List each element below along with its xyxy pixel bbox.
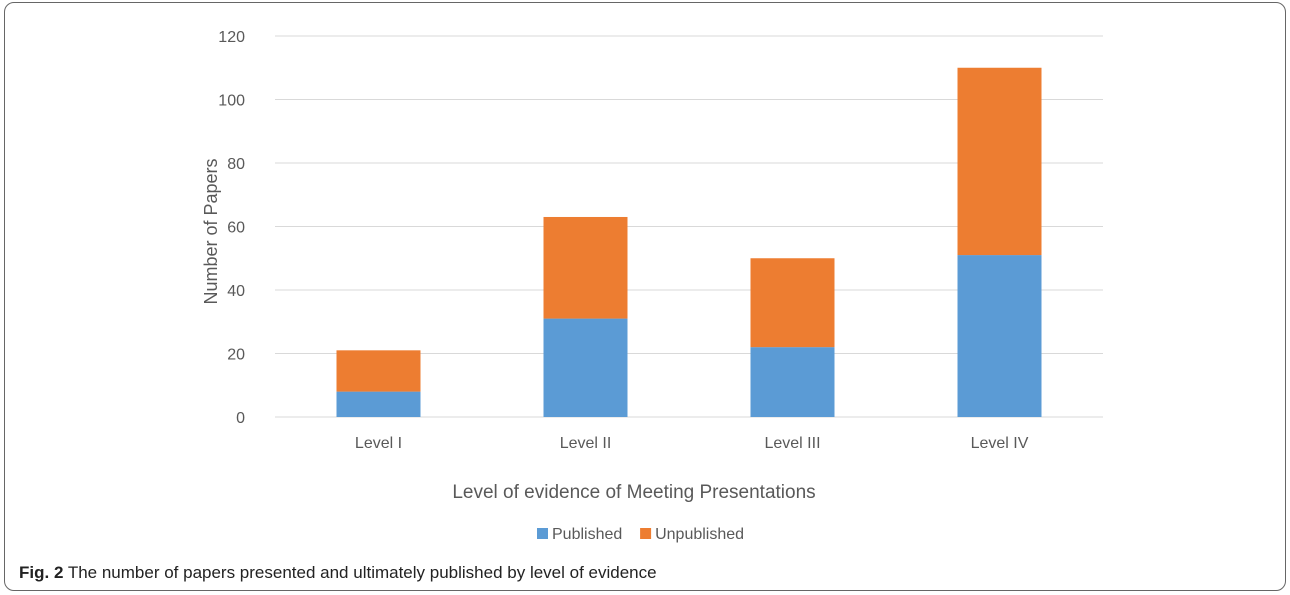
- legend-swatch-published: [537, 528, 548, 539]
- bar-published: [336, 391, 421, 417]
- figure-frame: 0 20 40 60 80 100 120 Level I Level II Level III…: [4, 2, 1286, 591]
- bar-unpublished: [336, 350, 421, 392]
- x-tick-label: Level IV: [971, 435, 1029, 452]
- bar-published: [543, 318, 628, 417]
- bar-unpublished: [957, 67, 1042, 256]
- bar-unpublished: [750, 258, 835, 348]
- legend-label-published: Published: [552, 526, 622, 543]
- bar-published: [957, 255, 1042, 417]
- x-axis-label: Level of evidence of Meeting Presentatio…: [452, 482, 815, 503]
- y-tick-label: 0: [236, 410, 245, 427]
- legend-swatch-unpublished: [640, 528, 652, 539]
- y-tick-labels: 0 20 40 60 80 100 120: [218, 29, 245, 427]
- y-axis-label: Number of Papers: [201, 158, 221, 304]
- legend-label-unpublished: Unpublished: [655, 526, 744, 543]
- y-tick-label: 100: [218, 93, 245, 110]
- bars: [336, 67, 1042, 417]
- x-tick-label: Level II: [560, 435, 612, 452]
- x-tick-label: Level III: [764, 435, 820, 452]
- x-tick-label: Level I: [355, 435, 402, 452]
- y-tick-label: 120: [218, 29, 245, 46]
- bar-published: [750, 347, 835, 417]
- x-tick-labels: Level I Level II Level III Level IV: [355, 435, 1029, 452]
- y-tick-label: 60: [227, 220, 245, 237]
- y-tick-label: 80: [227, 156, 245, 173]
- stacked-bar-chart: 0 20 40 60 80 100 120 Level I Level II Level III…: [201, 29, 1103, 543]
- y-tick-label: 20: [227, 347, 245, 364]
- figure-caption: Fig. 2 The number of papers presented an…: [19, 563, 657, 583]
- y-tick-label: 40: [227, 283, 245, 300]
- legend: Published Unpublished: [537, 526, 744, 543]
- figure-caption-text: The number of papers presented and ultim…: [67, 563, 657, 582]
- figure-label: Fig. 2: [19, 563, 64, 582]
- bar-unpublished: [543, 216, 628, 319]
